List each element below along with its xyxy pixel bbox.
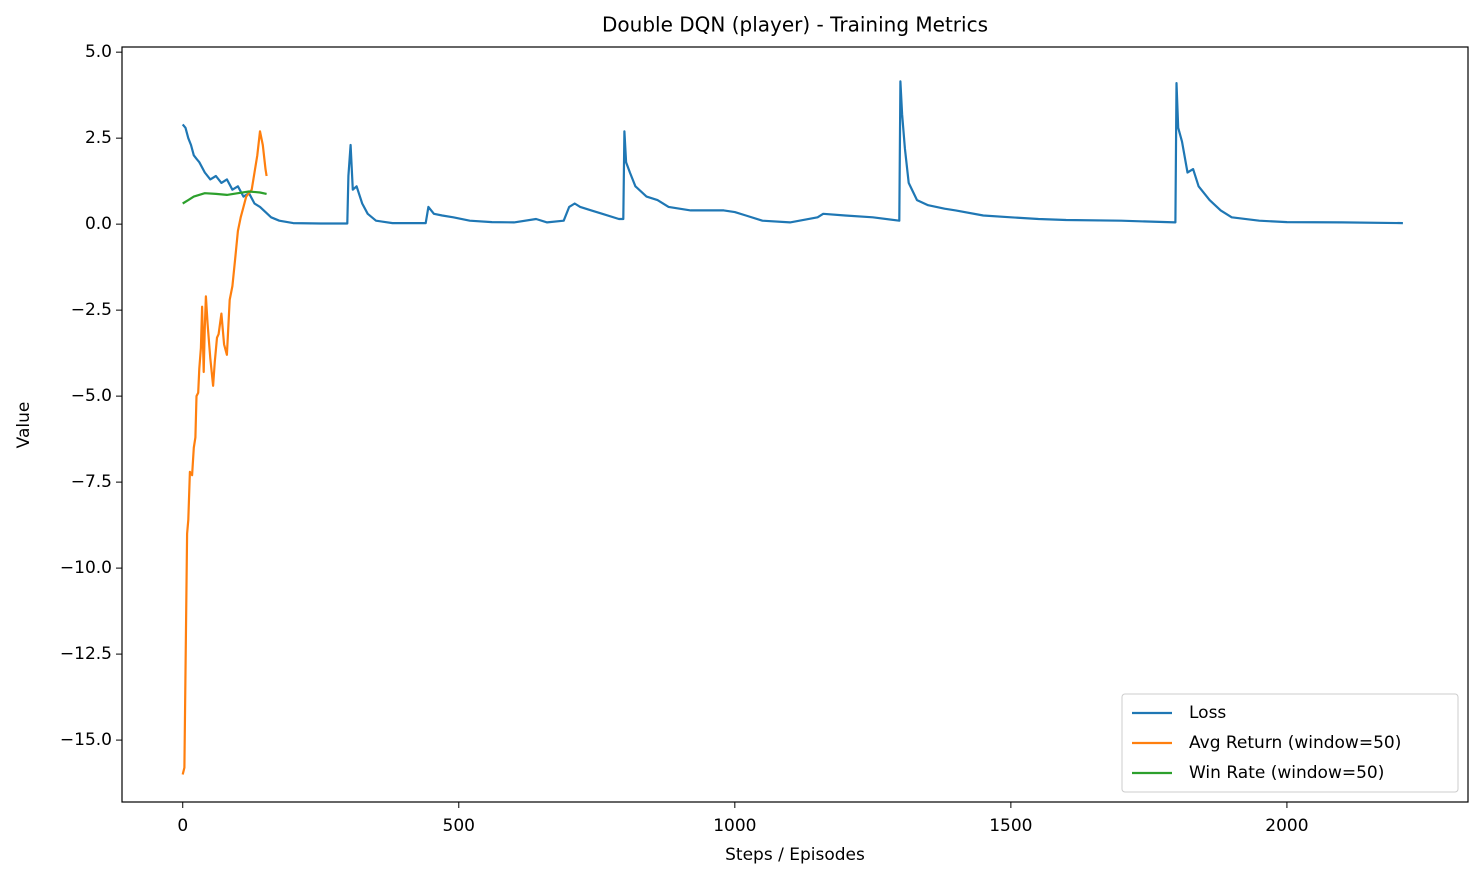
y-tick-label: −7.5 bbox=[71, 472, 112, 492]
y-tick-label: −12.5 bbox=[60, 644, 112, 664]
x-tick-label: 500 bbox=[443, 816, 475, 836]
y-tick-label: −10.0 bbox=[60, 558, 112, 578]
legend-label: Loss bbox=[1189, 703, 1226, 723]
x-tick-label: 2000 bbox=[1265, 816, 1308, 836]
legend-box bbox=[1121, 693, 1459, 793]
series-line bbox=[181, 80, 1403, 225]
x-tick-label: 1500 bbox=[989, 816, 1032, 836]
y-tick-label: 5.0 bbox=[85, 42, 112, 62]
legend-label: Win Rate (window=50) bbox=[1189, 763, 1384, 783]
y-tick-label: 0.0 bbox=[85, 214, 112, 234]
y-tick-label: −5.0 bbox=[71, 386, 112, 406]
plot-frame bbox=[121, 46, 1469, 803]
y-tick-label: 2.5 bbox=[85, 128, 112, 148]
y-axis-label: Value bbox=[14, 402, 34, 449]
series-line bbox=[182, 190, 267, 205]
chart-title: Double DQN (player) - Training Metrics bbox=[602, 13, 988, 37]
x-tick-label: 1000 bbox=[713, 816, 756, 836]
x-axis-label: Steps / Episodes bbox=[725, 845, 865, 865]
x-tick-label: 0 bbox=[177, 816, 188, 836]
y-tick-label: −15.0 bbox=[60, 730, 112, 750]
legend-label: Avg Return (window=50) bbox=[1189, 733, 1401, 753]
y-tick-label: −2.5 bbox=[71, 300, 112, 320]
series-line bbox=[181, 130, 268, 775]
